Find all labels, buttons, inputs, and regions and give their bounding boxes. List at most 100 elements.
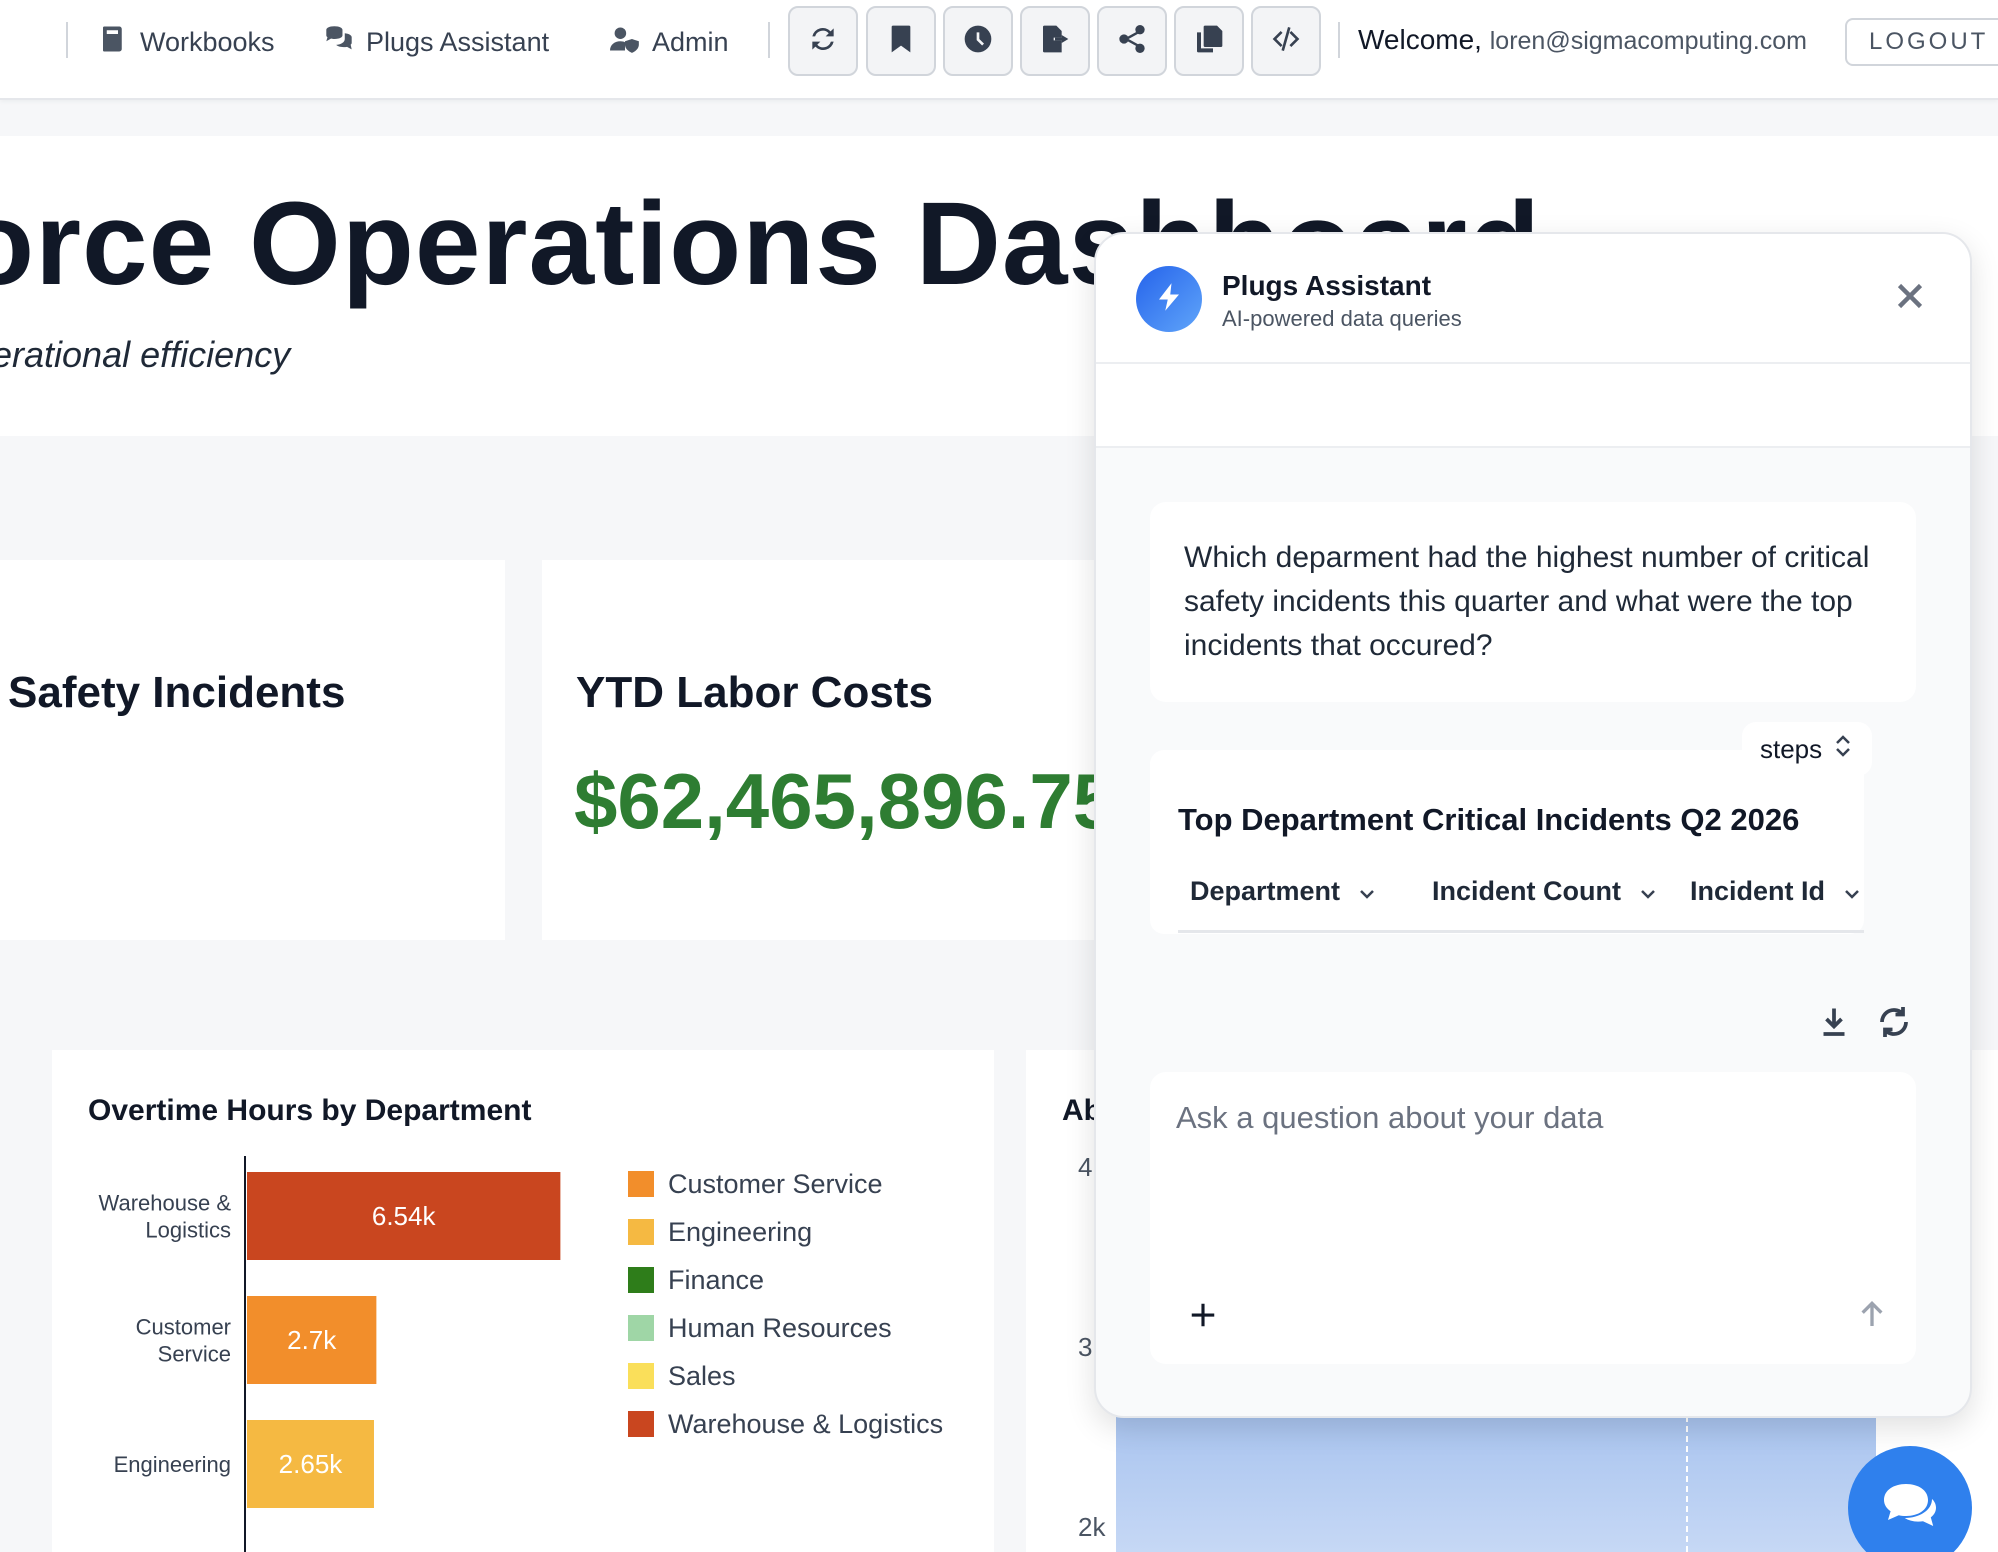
attach-button[interactable] [1188,1300,1218,1330]
send-button[interactable] [1856,1298,1888,1330]
legend-label: Finance [668,1264,765,1295]
embed-code-button[interactable] [1251,6,1321,76]
legend-swatch [628,1267,654,1293]
kpi-value: $62,465,896.75 [574,757,1117,845]
download-icon [1816,1008,1852,1044]
question-input[interactable] [1176,1100,1876,1240]
y-tick-label: 2k [1078,1512,1106,1542]
nav-divider [1338,22,1340,58]
column-header-department[interactable]: Department [1190,876,1376,907]
y-tick-label: 4 [1078,1152,1093,1182]
result-card: Top Department Critical Incidents Q2 202… [1150,750,1864,934]
chart-title: Overtime Hours by Department [88,1094,532,1127]
refresh-icon [1876,1007,1912,1044]
legend-swatch [628,1411,654,1437]
bar-value-label: 2.7k [287,1325,337,1355]
user-shield-icon [610,24,640,61]
result-title: Top Department Critical Incidents Q2 202… [1178,802,1800,837]
legend-item[interactable]: Warehouse & Logistics [628,1400,943,1448]
comments-icon [1880,1476,1940,1541]
bookmark-button[interactable] [866,6,936,76]
bookmark-icon [885,23,917,60]
column-header-incident-count[interactable]: Incident Count [1432,876,1657,907]
book-icon [98,24,128,61]
assistant-avatar [1136,266,1202,332]
logout-button[interactable]: LOGOUT [1845,18,1998,66]
dashboard-header: orce Operations Dashboard erational effi… [0,136,1998,436]
kpi-title: Safety Incidents [8,668,346,717]
share-button[interactable] [1097,6,1167,76]
nav-admin[interactable]: Admin [610,22,729,62]
chat-launcher-button[interactable] [1848,1446,1972,1552]
copy-icon [1193,23,1225,60]
bar[interactable] [247,1296,377,1384]
column-label: Incident Id [1690,876,1825,906]
schedule-button[interactable] [943,6,1013,76]
legend-swatch [628,1171,654,1197]
category-tick-label: Service [158,1342,231,1367]
export-button[interactable] [1020,6,1090,76]
bolt-icon [1154,282,1184,317]
legend-item[interactable]: Finance [628,1256,943,1304]
user-message: Which deparment had the highest number o… [1150,502,1916,702]
legend-swatch [628,1363,654,1389]
download-button[interactable] [1816,1004,1852,1040]
legend-item[interactable]: Engineering [628,1208,943,1256]
regenerate-button[interactable] [1876,1004,1912,1040]
welcome-text: Welcome, loren@sigmacomputing.com [1358,24,1807,56]
close-button[interactable] [1892,278,1928,314]
legend-item[interactable]: Customer Service [628,1160,943,1208]
nav-admin-label: Admin [652,26,729,57]
legend-label: Warehouse & Logistics [668,1408,944,1439]
legend-label: Sales [668,1360,736,1391]
area-fill [1116,1416,1876,1552]
assistant-panel: Plugs Assistant AI-powered data queries … [1094,232,1972,1418]
assistant-name: Plugs Assistant [1222,270,1432,301]
code-icon [1270,23,1302,60]
legend-swatch [628,1315,654,1341]
steps-toggle[interactable]: steps [1742,722,1873,776]
comments-icon [324,24,354,61]
share-icon [1116,23,1148,60]
welcome-label: Welcome, [1358,24,1482,55]
legend-item[interactable]: Human Resources [628,1304,943,1352]
kpi-card-labor-costs: YTD Labor Costs $62,465,896.75 [542,560,1142,940]
assistant-header: Plugs Assistant AI-powered data queries [1096,234,1970,364]
bar-value-label: 2.65k [279,1449,344,1479]
kpi-title: YTD Labor Costs [576,668,933,717]
bar[interactable] [247,1420,374,1508]
plus-icon [1188,1303,1218,1334]
nav-workbooks-label: Workbooks [140,26,275,57]
legend-label: Customer Service [668,1168,883,1199]
assistant-toolbar [1096,364,1970,448]
duplicate-button[interactable] [1174,6,1244,76]
nav-plugs-assistant-label: Plugs Assistant [366,26,550,57]
arrow-up-icon [1856,1300,1888,1334]
page-subtitle: erational efficiency [0,334,291,375]
column-header-incident-id[interactable]: Incident Id [1690,876,1861,907]
chat-composer [1150,1072,1916,1364]
close-icon [1892,283,1928,318]
legend-item[interactable]: Sales [628,1352,943,1400]
legend-swatch [628,1219,654,1245]
file-export-icon [1039,23,1071,60]
chevron-down-icon [1639,876,1657,907]
user-email: loren@sigmacomputing.com [1489,27,1807,55]
table-header-rule [1178,930,1864,933]
top-nav: Workbooks Plugs Assistant Admin [0,0,1998,100]
column-label: Incident Count [1432,876,1621,906]
category-tick-label: Logistics [145,1218,231,1243]
bar[interactable] [247,1172,561,1260]
refresh-icon [807,23,839,60]
y-tick-label: 3 [1078,1332,1093,1362]
nav-workbooks[interactable]: Workbooks [98,22,275,62]
refresh-button[interactable] [788,6,858,76]
nav-divider [66,22,68,58]
clock-icon [962,23,994,60]
chevron-down-icon [1843,876,1861,907]
assistant-subtitle: AI-powered data queries [1222,306,1462,331]
legend-label: Engineering [668,1216,813,1247]
steps-label: steps [1760,733,1823,764]
nav-plugs-assistant[interactable]: Plugs Assistant [324,22,549,62]
chevron-up-down-icon [1832,732,1854,767]
